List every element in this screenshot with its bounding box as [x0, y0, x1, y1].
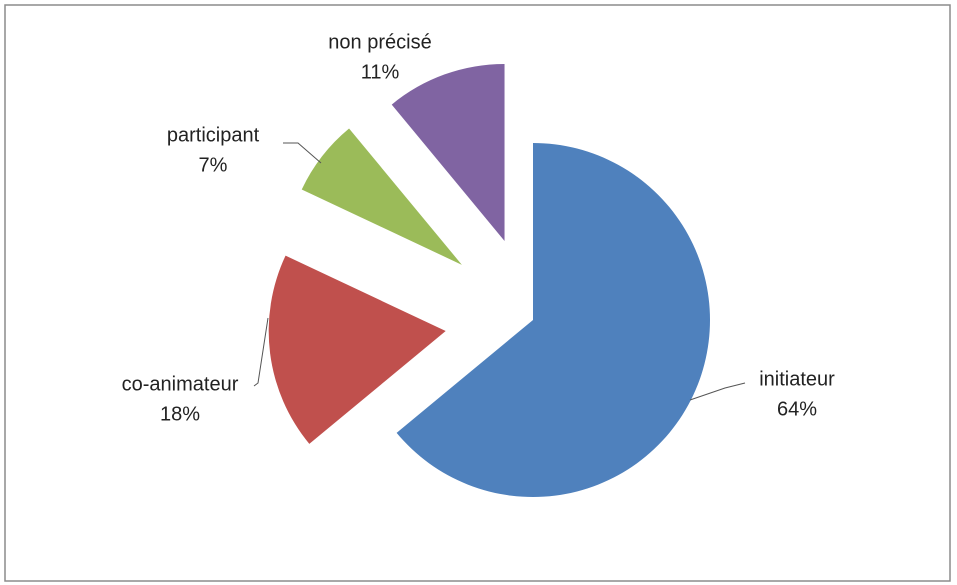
pie-slice [301, 128, 462, 265]
pie-slice [396, 143, 710, 498]
slice-value-label: 7% [199, 154, 228, 176]
leader-line [253, 317, 269, 387]
leader-line [283, 142, 322, 164]
slice-value-label: 18% [160, 403, 200, 425]
slice-label: participant [167, 124, 260, 146]
slice-label: non précisé [328, 31, 431, 53]
slice-label: co-animateur [122, 373, 239, 395]
leader-line [689, 382, 746, 401]
pie-slice [391, 63, 505, 241]
slice-label: initiateur [759, 368, 835, 390]
slice-value-label: 11% [361, 61, 400, 83]
slice-value-label: 64% [777, 398, 817, 420]
pie-slice [268, 255, 446, 444]
